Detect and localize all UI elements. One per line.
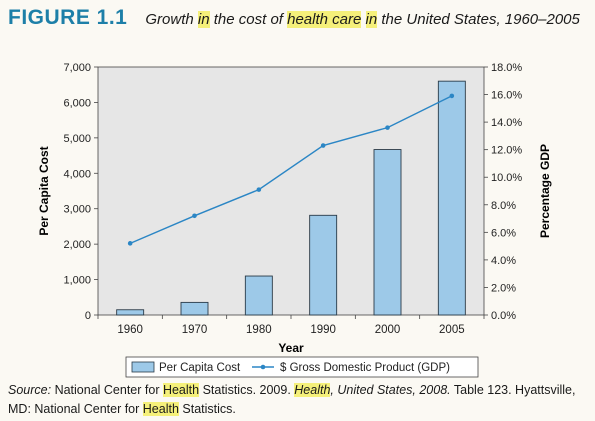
left-tick-label: 4,000 (63, 168, 91, 180)
left-tick-label: 6,000 (63, 97, 91, 109)
legend-line-label: $ Gross Domestic Product (GDP) (280, 362, 450, 374)
source-fragment: Health (162, 383, 200, 397)
bar (309, 214, 338, 316)
right-tick-label: 6.0% (491, 227, 516, 239)
chart: 0 1,000 2,000 3,000 4,000 5,000 6,000 7,000 0.0… (37, 62, 552, 378)
right-tick-label: 18.0% (491, 62, 522, 74)
x-axis-label: Year (278, 341, 304, 355)
bar (180, 301, 209, 316)
bar (373, 149, 402, 316)
right-tick-label: 8.0% (491, 200, 516, 212)
legend: Per Capita Cost $ Gross Domestic Product… (125, 356, 479, 378)
left-axis: 0 1,000 2,000 3,000 4,000 5,000 6,000 7,000 (63, 62, 98, 322)
source-note: Source: National Center for Health Stati… (8, 381, 590, 419)
x-tick-label: 2000 (375, 324, 401, 336)
right-tick-label: 14.0% (491, 117, 522, 129)
right-tick-label: 0.0% (491, 310, 516, 322)
source-fragment: Table 123. Hyattsville, MD: National Cen… (8, 383, 576, 416)
caption-fragment: the United States, 1960–2005 (377, 11, 580, 28)
left-tick-label: 0 (85, 310, 91, 322)
x-tick-label: 1980 (246, 324, 272, 336)
plot-area (97, 66, 485, 316)
caption-fragment: health care (287, 11, 362, 28)
source-fragment: Health (142, 402, 179, 416)
caption-fragment (361, 11, 365, 28)
legend-box (125, 356, 479, 378)
line-point (449, 93, 455, 99)
gdp-line (129, 95, 453, 244)
figure-caption: Growth in the cost of health care in the… (145, 11, 580, 28)
left-tick-label: 2,000 (63, 239, 91, 251)
right-tick-label: 2.0% (491, 282, 516, 294)
source-fragment: Statistics. (178, 402, 236, 416)
caption-fragment: the cost of (209, 11, 288, 28)
line-point (320, 143, 326, 148)
legend-bar-label: Per Capita Cost (159, 362, 241, 374)
right-tick-label: 16.0% (491, 90, 522, 102)
left-tick-label: 7,000 (63, 62, 91, 74)
line-point (385, 125, 390, 130)
legend-line-marker (260, 364, 266, 370)
y-axis-label: Per Capita Cost (37, 146, 51, 235)
x-tick-label: 1960 (117, 324, 143, 336)
line-point (192, 213, 197, 219)
line-series (127, 93, 455, 246)
right-tick-label: 10.0% (491, 172, 522, 184)
bar (437, 80, 466, 316)
legend-bar-swatch (131, 361, 155, 373)
source-fragment: Health (294, 383, 331, 397)
right-tick-label: 4.0% (491, 255, 516, 267)
bar (116, 309, 145, 316)
source-fragment: Statistics. 2009. (199, 383, 295, 397)
source-label: Source: (8, 383, 52, 397)
x-tick-label: 2005 (439, 324, 465, 336)
source-fragment: , United States, 2008. (330, 383, 451, 397)
bar-series (116, 80, 466, 316)
figure-header: FIGURE 1.1 Growth in the cost of health c… (8, 6, 590, 32)
caption-fragment: in (197, 11, 210, 28)
left-tick-label: 1,000 (63, 275, 91, 287)
right-tick-label: 12.0% (491, 145, 522, 157)
line-point (256, 187, 262, 192)
caption-fragment: in (365, 11, 378, 28)
right-axis: 0.0% 2.0% 4.0% 6.0% 8.0% 10.0% 12.0% 14.0% 16.0%… (484, 62, 522, 322)
x-tick-label: 1990 (310, 324, 336, 336)
x-tick-label: 1970 (182, 324, 208, 336)
bar (244, 275, 273, 316)
x-axis: 1960 1970 1980 1990 2000 2005 (97, 315, 485, 336)
source-fragment: National Center for (51, 383, 163, 397)
caption-fragment: Growth (145, 11, 198, 28)
left-tick-label: 5,000 (63, 133, 91, 145)
figure-label: FIGURE 1.1 (8, 6, 128, 29)
line-point (127, 241, 133, 246)
left-tick-label: 3,000 (63, 204, 91, 216)
y2-axis-label: Percentage GDP (538, 144, 552, 238)
